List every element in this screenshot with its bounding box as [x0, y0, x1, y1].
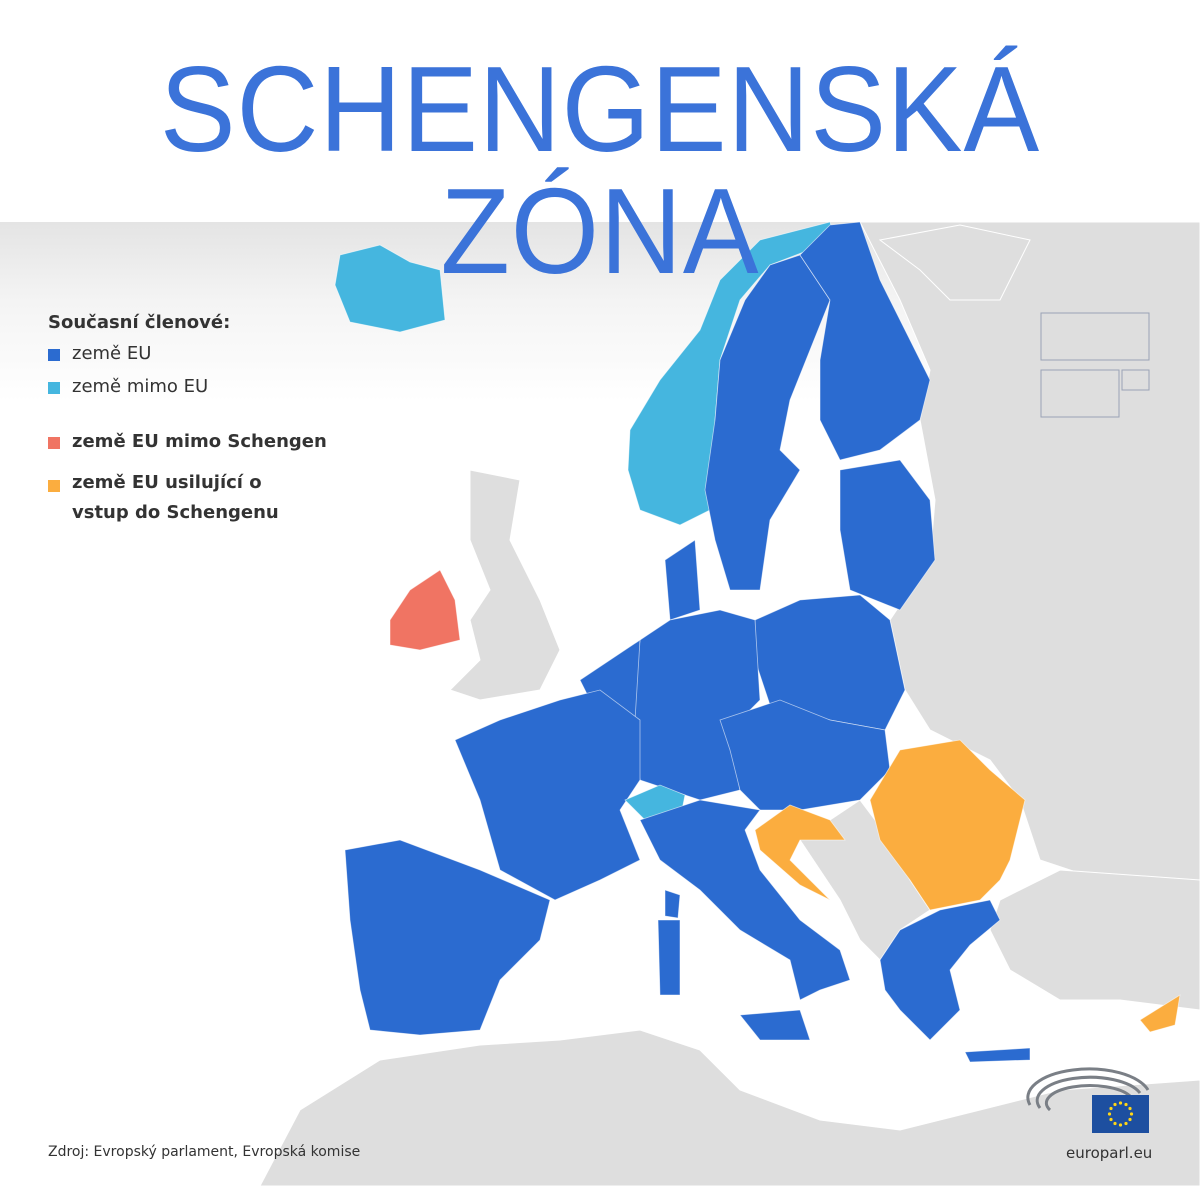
legend: Současní členové: země EU země mimo EU z… [48, 312, 327, 540]
legend-label: země mimo EU [72, 376, 209, 397]
country-romania-bulgaria [869, 739, 1026, 911]
island-corsica [664, 889, 681, 919]
island-crete [964, 1047, 1031, 1063]
island-sicily [739, 1009, 811, 1041]
country-norway [627, 221, 836, 526]
land-kola [878, 224, 1031, 301]
inset-azores [1040, 369, 1120, 418]
country-cyprus [1139, 994, 1181, 1033]
country-france [454, 689, 641, 901]
country-finland [799, 221, 931, 461]
country-iceland [334, 244, 446, 333]
legend-item-eu-candidates: země EU usilující o vstup do Schengenu [48, 472, 327, 528]
country-denmark [664, 539, 701, 621]
legend-item-eu: země EU [48, 343, 327, 364]
swatch-candidates [48, 480, 60, 492]
inset-canary-islands [1040, 312, 1150, 361]
site-link[interactable]: europarl.eu [1066, 1144, 1153, 1162]
legend-label: země EU usilující o vstup do Schengenu [72, 472, 279, 523]
land-uk [449, 469, 561, 701]
land-north-africa [259, 1029, 1200, 1186]
swatch-non-eu [48, 382, 60, 394]
page-title: SCHENGENSKÁ ZÓNA [159, 41, 1041, 299]
country-central-eu [719, 699, 891, 811]
country-iberia [344, 839, 551, 1036]
swatch-outside [48, 437, 60, 449]
island-sardinia [657, 919, 681, 996]
header: SCHENGENSKÁ ZÓNA [0, 0, 1200, 292]
parliament-hemicycle-icon [1026, 1067, 1150, 1112]
legend-heading: Současní členové: [48, 312, 231, 333]
inset-madeira [1121, 369, 1150, 391]
land-turkey [989, 869, 1200, 1011]
country-sweden [704, 254, 831, 591]
legend-label: země EU [72, 343, 152, 364]
eu-flag-icon [1092, 1095, 1149, 1133]
swatch-eu [48, 349, 60, 361]
country-croatia [754, 804, 846, 901]
country-italy [639, 799, 851, 1001]
legend-item-non-eu: země mimo EU [48, 376, 327, 397]
country-baltics [839, 459, 936, 611]
country-ireland [389, 569, 461, 651]
legend-label: země EU mimo Schengen [72, 431, 327, 452]
source-note: Zdroj: Evropský parlament, Evropská komi… [48, 1144, 361, 1160]
country-poland [754, 594, 906, 731]
legend-item-eu-outside-schengen: země EU mimo Schengen [48, 431, 327, 452]
country-greece [879, 899, 1001, 1041]
